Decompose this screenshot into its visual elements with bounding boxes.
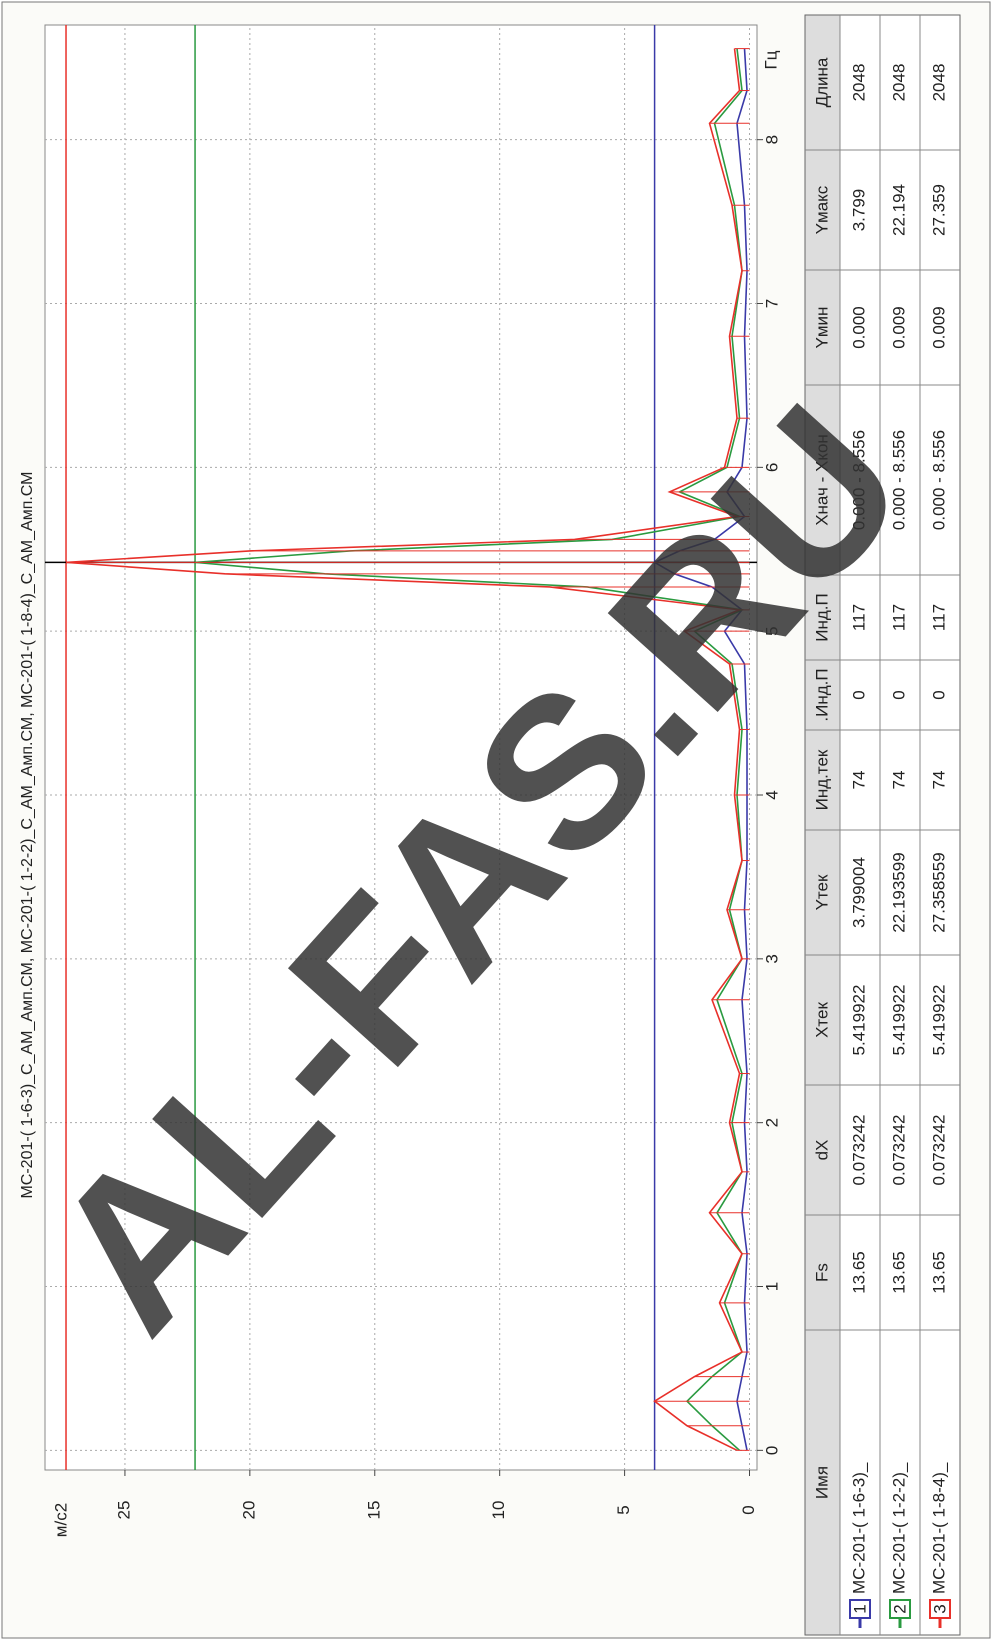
table-cell: 117 (929, 604, 948, 631)
legend-box (889, 1599, 911, 1619)
table-cell: МС-201-( 1-8-4)_ (929, 1462, 948, 1594)
table-cell: 0.073242 (929, 1115, 948, 1186)
x-tick-label: 4 (762, 790, 781, 799)
x-tick-label: 3 (762, 954, 781, 963)
table-cell: 22.194 (889, 184, 908, 236)
table-cell: 22.193599 (889, 852, 908, 932)
table-cell: 0 (929, 690, 948, 699)
table-cell: 13.65 (929, 1251, 948, 1294)
table-header: Инд.тек (812, 749, 831, 810)
x-tick-label: 5 (762, 626, 781, 635)
y-tick-label: 25 (114, 1501, 133, 1520)
table-cell: МС-201-( 1-6-3)_ (849, 1462, 868, 1594)
table-header: Yмин (812, 307, 831, 349)
table-header: .Инд.П (812, 668, 831, 721)
y-axis-label: м/с2 (51, 1503, 70, 1537)
table-cell: 13.65 (849, 1251, 868, 1294)
legend-box (929, 1599, 951, 1619)
y-tick-label: 20 (239, 1501, 258, 1520)
table-cell: 2048 (849, 64, 868, 102)
table-header: Yтек (812, 874, 831, 910)
table-cell: 2048 (889, 64, 908, 102)
legend-number: 1 (850, 1604, 869, 1613)
x-tick-label: 2 (762, 1118, 781, 1127)
table-cell: 0.000 - 8.556 (889, 430, 908, 530)
table-cell: 117 (889, 604, 908, 631)
table-cell: 74 (889, 771, 908, 790)
table-header-bg (804, 14, 841, 1636)
table-cell: 0.009 (889, 306, 908, 349)
x-tick-label: 0 (762, 1446, 781, 1455)
table-cell: 0.009 (929, 306, 948, 349)
table-cell: 2048 (929, 64, 948, 102)
x-tick-label: 6 (762, 463, 781, 472)
x-axis-label: Гц (761, 50, 780, 69)
table-cell: 0 (849, 690, 868, 699)
legend-number: 3 (930, 1604, 949, 1613)
x-tick-label: 8 (762, 135, 781, 144)
y-tick-label: 10 (489, 1501, 508, 1520)
table-cell: 5.419922 (849, 985, 868, 1056)
table-header: Xнач - Xкон (812, 434, 831, 526)
x-tick-label: 1 (762, 1282, 781, 1291)
table-cell: 117 (849, 604, 868, 631)
legend-number: 2 (890, 1604, 909, 1613)
table-cell: 0.073242 (849, 1115, 868, 1186)
table-header: Имя (812, 1466, 831, 1499)
plot-area (44, 24, 758, 1471)
table-cell: 5.419922 (929, 985, 948, 1056)
table-cell: 0.000 - 8.556 (849, 430, 868, 530)
table-cell: 3.799 (849, 189, 868, 232)
table-cell: 27.359 (929, 184, 948, 236)
x-tick-label: 7 (762, 299, 781, 308)
table-header: Длина (812, 57, 831, 107)
table-cell: 3.799004 (849, 857, 868, 928)
table-cell: 13.65 (889, 1251, 908, 1294)
y-tick-label: 0 (739, 1505, 758, 1514)
legend-box (849, 1599, 871, 1619)
table-cell: 0.073242 (889, 1115, 908, 1186)
table-cell: 5.419922 (889, 985, 908, 1056)
table-header: Xтек (812, 1002, 831, 1038)
table-cell: МС-201-( 1-2-2)_ (889, 1462, 908, 1594)
rotated-chart: МС-201-( 1-6-3)_С_АМ_Амп.СМ, МС-201-( 1-… (19, 14, 961, 1636)
table-header: dX (812, 1140, 831, 1161)
table-cell: 0.000 (849, 306, 868, 349)
y-tick-label: 5 (614, 1505, 633, 1514)
table-cell: 27.358559 (929, 852, 948, 932)
table-cell: 74 (929, 771, 948, 790)
table-header: Fs (812, 1263, 831, 1282)
table-header: Yмакс (812, 185, 831, 234)
chart-title: МС-201-( 1-6-3)_С_АМ_Амп.СМ, МС-201-( 1-… (19, 471, 36, 1198)
series-line (65, 48, 744, 1452)
table-header: Инд.П (812, 593, 831, 641)
table-cell: 74 (849, 771, 868, 790)
table-cell: 0.000 - 8.556 (929, 430, 948, 530)
y-tick-label: 15 (364, 1501, 383, 1520)
table-cell: 0 (889, 690, 908, 699)
